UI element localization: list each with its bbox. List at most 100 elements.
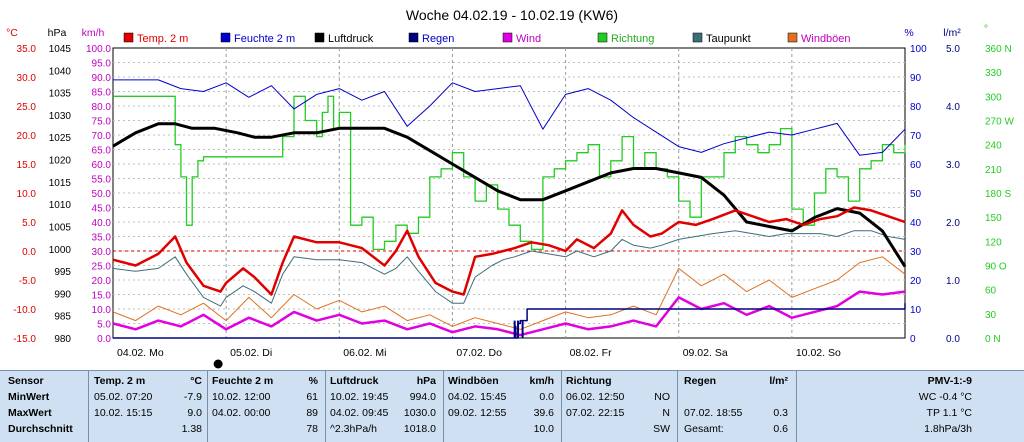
pmv-dewpoint: TP 1.1 °C: [926, 407, 972, 419]
legend-swatch: [220, 32, 231, 43]
x-tick-label: 09.02. Sa: [683, 347, 728, 359]
series-line-wind: [112, 290, 906, 337]
sensor-header: Sensor: [8, 375, 44, 387]
column-divider: [207, 371, 208, 442]
legend-label: Luftdruck: [328, 33, 374, 45]
x-tick-label: 07.02. Do: [456, 347, 502, 359]
legend-swatch: [408, 32, 419, 43]
regen-column: Regen l/m² 07.02. 18:55 0.3 Gesamt: 0.6: [684, 373, 788, 437]
series-line-luftdruck: [112, 122, 907, 268]
legend-label: Regen: [422, 33, 454, 45]
temp-max-value: 9.0: [187, 407, 202, 419]
legend-label: Taupunkt: [706, 33, 751, 45]
temp-min-time: 05.02. 07:20: [94, 391, 153, 403]
temp-tick-label: 30.0: [17, 73, 37, 84]
avg-label: Durchschnitt: [8, 423, 73, 435]
regen-total-label: Gesamt:: [684, 423, 724, 435]
column-divider: [88, 371, 89, 442]
temp-tick-label: 20.0: [17, 131, 37, 142]
feuchte-header: Feuchte 2 m: [212, 375, 274, 387]
chart-title: Woche 04.02.19 - 10.02.19 (KW6): [406, 7, 618, 23]
wind-tick-label: 35.0: [92, 233, 112, 244]
humidity-tick-label: 40: [910, 218, 922, 229]
luftdruck-column: Luftdruck hPa 10.02. 19:45 994.0 04.02. 09…: [330, 373, 436, 437]
direction-tick-label: 150: [985, 213, 1002, 224]
temp-min-value: -7.9: [183, 391, 202, 403]
wind-tick-label: 95.0: [92, 59, 112, 70]
x-tick-label: 10.02. So: [796, 347, 841, 359]
max-label: MaxWert: [8, 407, 52, 419]
direction-tick-label: 330: [985, 68, 1002, 79]
humidity-tick-label: 0: [910, 334, 916, 345]
min-label: MinWert: [8, 391, 50, 403]
x-tick-label: 05.02. Di: [230, 347, 272, 359]
legend-label: Windböen: [801, 33, 851, 45]
pmv-windchill: WC -0.4 °C: [918, 391, 972, 403]
column-divider: [677, 371, 678, 442]
rain-tick-label: 2.0: [946, 218, 960, 229]
feuchte-avg-value: 78: [306, 423, 318, 435]
luftdruck-max-time: 04.02. 09:45: [330, 407, 389, 419]
humidity-tick-label: 70: [910, 131, 922, 142]
direction-tick-label: 0 N: [985, 334, 1001, 345]
legend-swatch: [692, 32, 703, 43]
wind-tick-label: 75.0: [92, 117, 112, 128]
richtung-column: Richtung 06.02. 12:50 NO 07.02. 22:15 N SW: [566, 373, 670, 437]
feuchte-max-value: 89: [306, 407, 318, 419]
temp-header: Temp. 2 m: [94, 375, 146, 387]
humidity-tick-label: 90: [910, 73, 922, 84]
pmv-column: PMV-1:-9 WC -0.4 °C TP 1.1 °C 1.8hPa/3h: [804, 373, 972, 437]
humidity-tick-label: 50: [910, 189, 922, 200]
pressure-tick-label: 1030: [49, 111, 72, 122]
luftdruck-min-value: 994.0: [409, 391, 436, 403]
temp-unit: °C: [190, 375, 202, 387]
regen-unit: l/m²: [769, 375, 788, 387]
pmv-pressure-trend: 1.8hPa/3h: [924, 423, 972, 435]
temp-tick-label: 35.0: [17, 44, 37, 55]
x-tick-label: 04.02. Mo: [117, 347, 164, 359]
richtung-min-value: NO: [654, 391, 670, 403]
temp-tick-label: -15.0: [13, 334, 36, 345]
legend-label: Richtung: [611, 33, 654, 45]
wind-tick-label: 50.0: [92, 189, 112, 200]
pressure-tick-label: 1005: [49, 222, 72, 233]
sensor-column: Sensor MinWert MaxWert Durchschnitt: [8, 373, 86, 437]
luftdruck-header: Luftdruck: [330, 375, 379, 387]
legend-swatch: [597, 32, 608, 43]
wind-tick-label: 20.0: [92, 276, 112, 287]
series-line-taupunkt: [112, 230, 906, 307]
direction-tick-label: 30: [985, 310, 997, 321]
humidity-tick-label: 20: [910, 276, 922, 287]
richtung-max-value: N: [662, 407, 670, 419]
wind-tick-label: 80.0: [92, 102, 112, 113]
direction-tick-label: 180 S: [985, 189, 1011, 200]
regen-header: Regen: [684, 375, 717, 387]
feuchte-min-value: 61: [306, 391, 318, 403]
luftdruck-unit: hPa: [416, 375, 436, 387]
luftdruck-trend: ^2.3hPa/h: [330, 423, 377, 435]
richtung-avg-value: SW: [653, 423, 670, 435]
humidity-tick-label: 100: [910, 44, 927, 55]
wind-tick-label: 60.0: [92, 160, 112, 171]
temp-tick-label: 25.0: [17, 102, 37, 113]
wind-tick-label: 45.0: [92, 204, 112, 215]
rain-tick-label: 3.0: [946, 160, 960, 171]
pressure-tick-label: 1040: [49, 66, 72, 77]
temp-tick-label: -5.0: [19, 276, 37, 287]
direction-tick-label: 300: [985, 92, 1002, 103]
wind-tick-label: 85.0: [92, 88, 112, 99]
pressure-tick-label: 1025: [49, 133, 72, 144]
x-tick-label: 06.02. Mi: [343, 347, 386, 359]
temp-avg-value: 1.38: [181, 423, 202, 435]
windboeen-max-time: 09.02. 12:55: [448, 407, 507, 419]
direction-tick-label: 120: [985, 237, 1002, 248]
windboeen-min-time: 04.02. 15:45: [448, 391, 507, 403]
column-divider: [443, 371, 444, 442]
wind-tick-label: 100.0: [86, 44, 111, 55]
temp-tick-label: 15.0: [17, 160, 37, 171]
column-divider: [796, 371, 797, 442]
rain-tick-label: 0.0: [946, 334, 960, 345]
direction-tick-label: 360 N: [985, 44, 1012, 55]
wind-tick-label: 70.0: [92, 131, 112, 142]
x-tick-label: 08.02. Fr: [570, 347, 613, 359]
